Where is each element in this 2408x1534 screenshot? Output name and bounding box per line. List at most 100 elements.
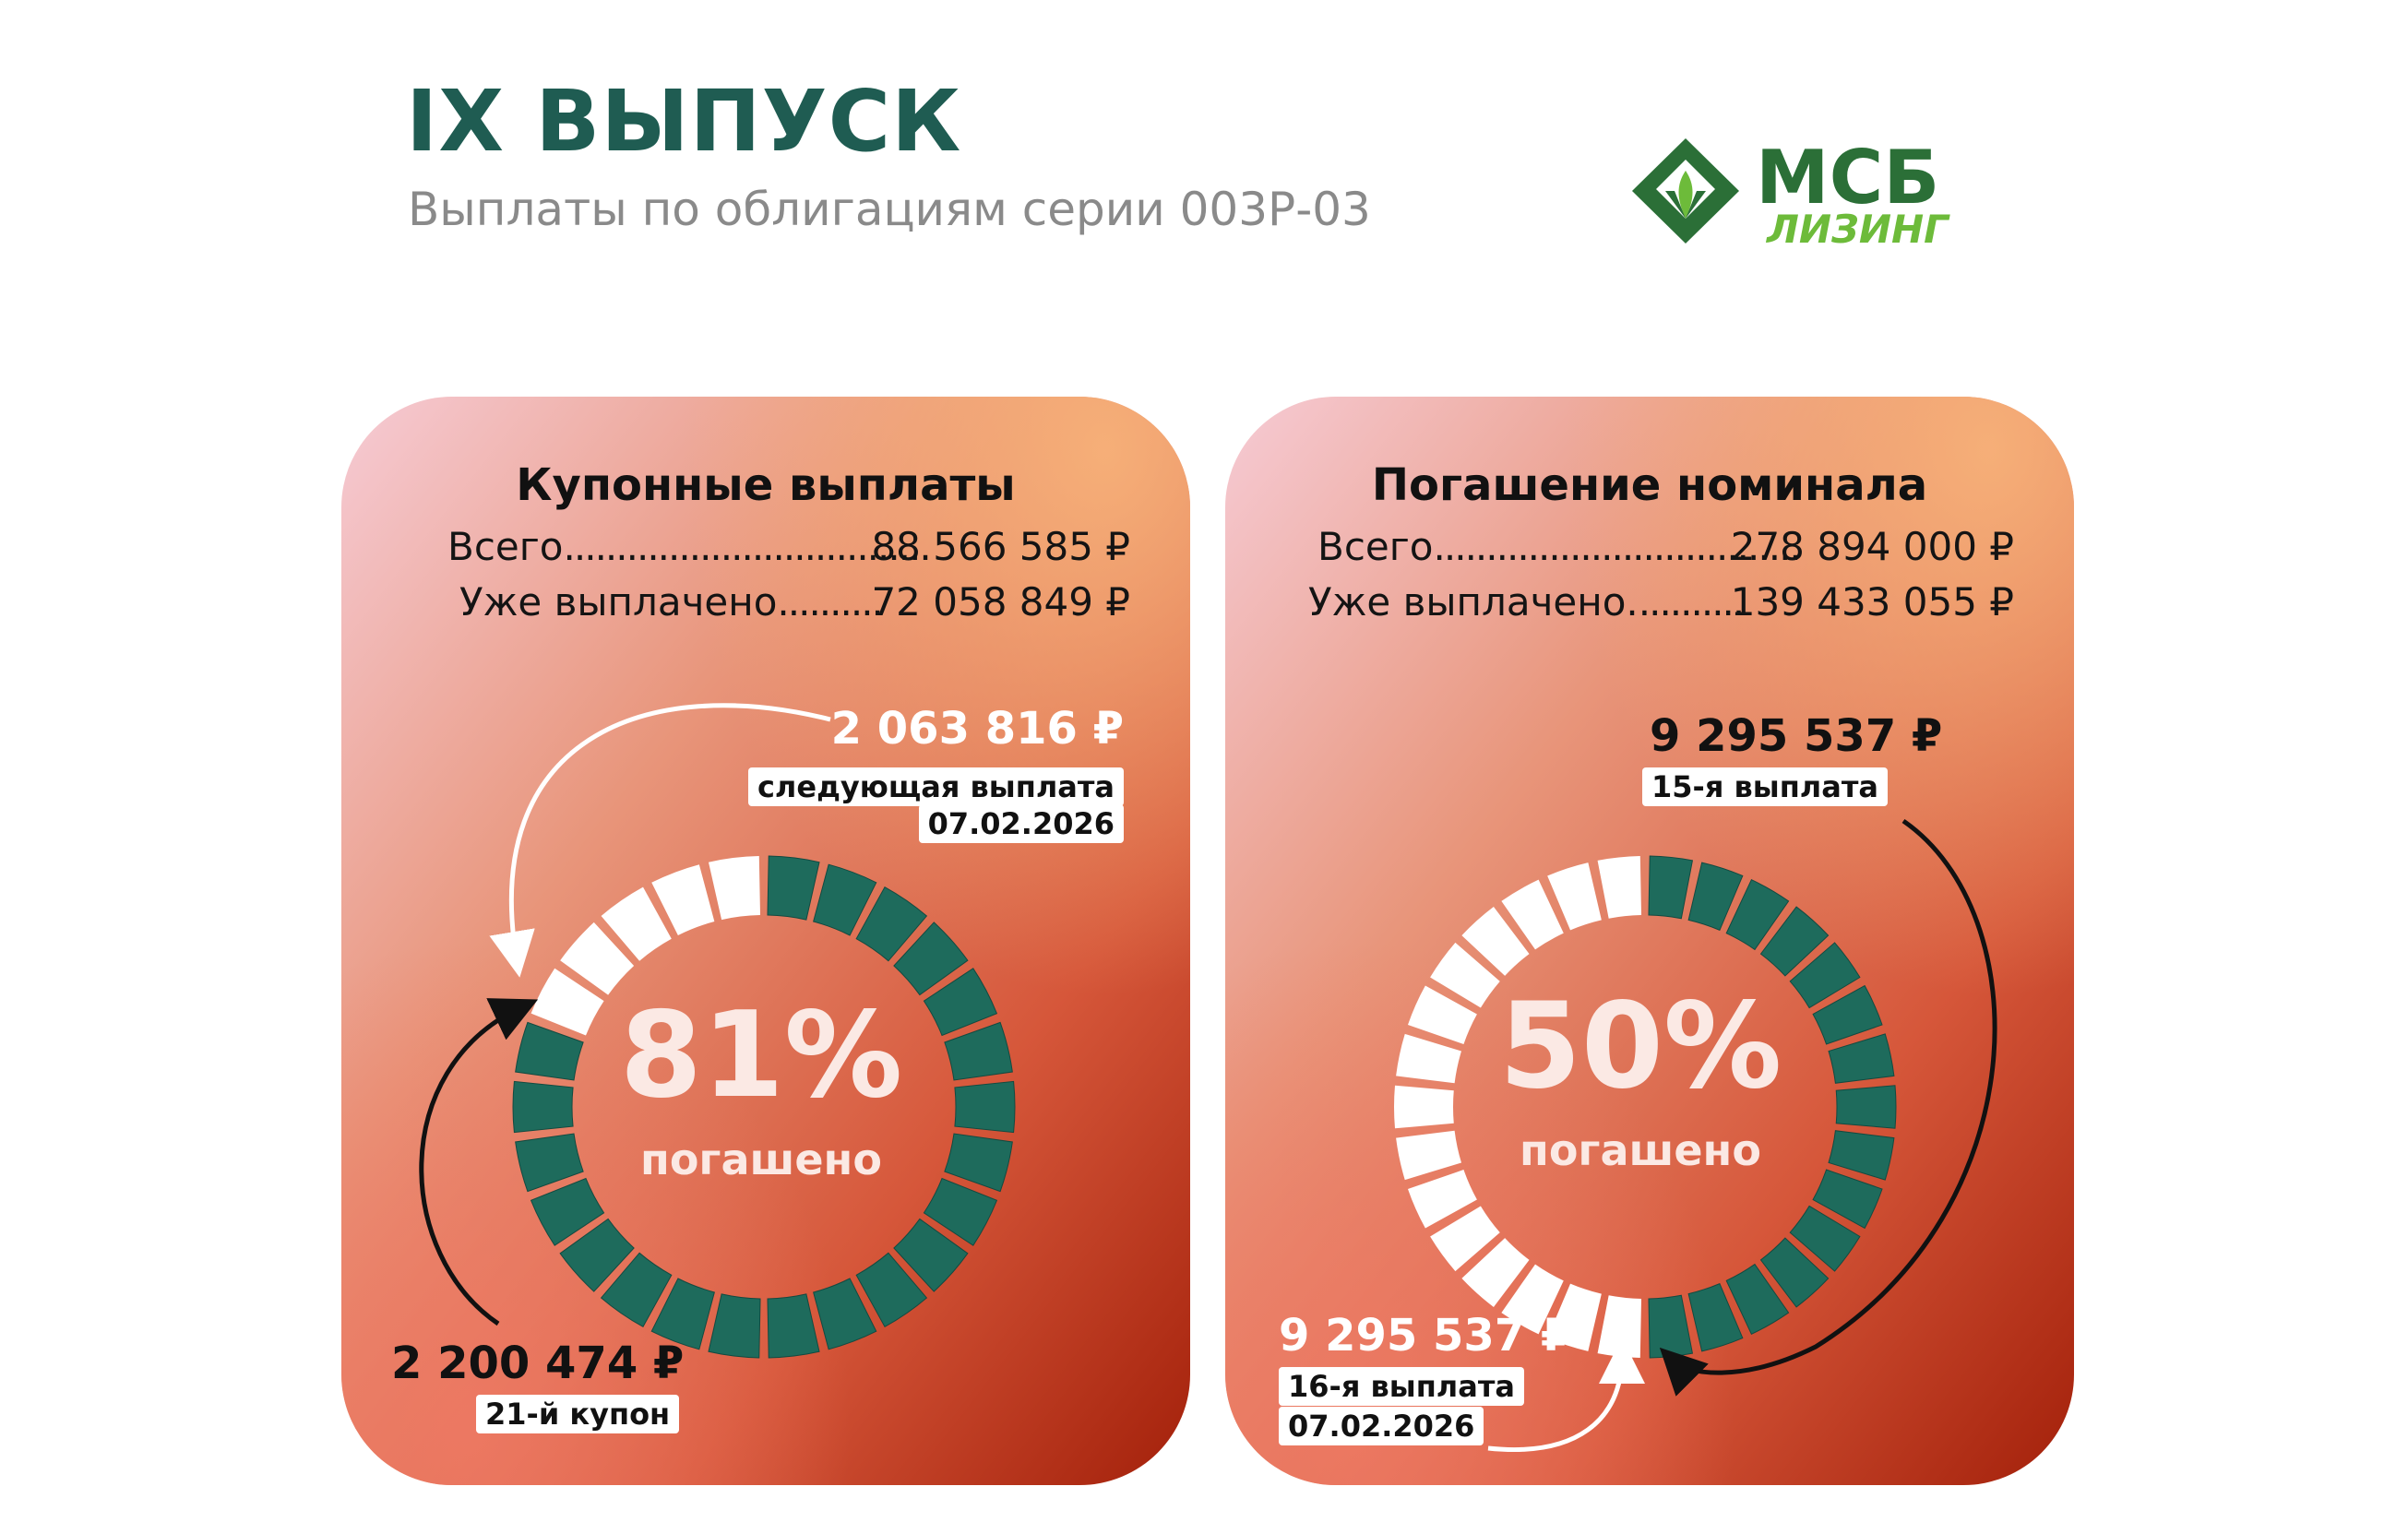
coupon-last-tag: 21-й купон [476,1395,680,1433]
coupon-segment-paid [515,1133,584,1193]
coupon-segment-paid [767,855,820,921]
coupon-segment-paid [855,1252,928,1328]
nominal-bottom-tag: 16-я выплата [1279,1367,1524,1406]
coupon-segment-unpaid [601,886,672,961]
coupon-segment-paid [944,1133,1013,1193]
nominal-paid-value: 139 433 055 ₽ [1730,579,2014,624]
card-background [1225,397,2074,1485]
company-logo: МСБ ЛИЗИНГ [1632,135,1950,249]
nominal-paid-dots: .......... [1638,579,1746,624]
page-title: IX ВЫПУСК [406,72,962,171]
coupon-segment-paid [954,1080,1016,1134]
nominal-bottom-amount: 9 295 537 ₽ [1279,1310,1572,1362]
coupon-last-amount: 2 200 474 ₽ [391,1338,685,1389]
nominal-progress-ring [1394,855,1897,1359]
coupon-segment-paid [855,886,928,962]
coupon-segment-paid [923,1177,998,1246]
nominal-segment-unpaid [1547,862,1602,931]
nominal-segment-unpaid [1407,985,1477,1044]
nominal-segment-unpaid [1501,879,1564,950]
nominal-segment-paid [1789,942,1861,1009]
nominal-segment-paid [1812,984,1883,1045]
coupon-segment-paid [650,1278,715,1350]
nominal-segment-unpaid [1394,1085,1454,1129]
coupon-segment-paid [600,1252,673,1328]
coupon-segment-unpaid [530,968,604,1036]
leaf-diamond-icon [1632,138,1739,244]
logo-text-sub: ЛИЗИНГ [1765,207,1950,249]
nominal-segment-unpaid [1461,1238,1530,1307]
nominal-percent-label: погашено [1520,1125,1761,1175]
coupon-next-tag: следующая выплата [747,767,1124,806]
page-subtitle: Выплаты по облигациям серии 003Р-03 [408,183,1371,236]
nominal-segment-unpaid [1430,1206,1500,1272]
nominal-paid-row: Уже выплачено........... [1308,579,1746,624]
nominal-segment-unpaid [1407,1170,1477,1229]
coupon-total-dots: ................................... [563,524,932,569]
nominal-segment-paid [1828,1033,1895,1084]
nominal-total-value: 278 894 000 ₽ [1730,524,2014,569]
nominal-segment-unpaid [1430,942,1500,1008]
nominal-segment-paid [1687,1282,1744,1352]
coupon-percent-label: погашено [640,1135,882,1184]
nominal-segment-unpaid [1461,907,1530,976]
coupon-segment-unpaid [708,856,761,921]
coupon-segment-paid [893,1218,969,1292]
coupon-segment-unpaid [651,864,715,936]
nominal-card: Погашение номинала Всего................… [1225,397,2074,1485]
nominal-paid-label: Уже выплачено. [1308,579,1639,624]
nominal-title: Погашение номинала [1371,459,1928,511]
nominal-bottom-date: 07.02.2026 [1279,1407,1484,1445]
nominal-segment-unpaid [1547,1283,1602,1351]
coupon-segment-unpaid [560,922,635,995]
coupon-segment-paid [512,1080,574,1134]
coupon-segment-paid [530,1177,605,1246]
coupon-next-amount: 2 063 816 ₽ [830,703,1124,755]
coupon-total-row: Всего................................... [447,524,932,569]
coupon-segment-paid [767,1293,820,1359]
nominal-segment-paid [1759,906,1830,977]
nominal-percent: 50% [1498,978,1782,1115]
coupon-paid-dots: .......... [777,579,884,624]
nominal-total-label: Всего [1317,524,1434,569]
nominal-total-row: Всего................................... [1317,524,1802,569]
coupon-arrows [419,703,831,1326]
coupon-segment-paid [813,1278,877,1350]
nominal-segment-paid [1828,1130,1895,1181]
coupon-segment-paid [944,1021,1013,1081]
coupon-total-value: 88 566 585 ₽ [871,524,1130,569]
nominal-segment-paid [1687,862,1744,932]
nominal-segment-paid [1648,855,1694,920]
coupon-segment-paid [559,1218,635,1292]
coupon-title: Купонные выплаты [516,459,1016,511]
last-payment-arrow [419,998,539,1326]
nominal-top-amount: 9 295 537 ₽ [1650,710,1943,762]
nominal-segment-paid [1725,1263,1790,1335]
coupon-card: Купонные выплаты Всего..................… [341,397,1190,1485]
nominal-segment-unpaid [1501,1264,1564,1335]
coupon-segment-paid [923,968,998,1037]
nominal-segment-paid [1812,1169,1883,1230]
nominal-segment-unpaid [1396,1033,1461,1084]
nominal-segment-paid [1789,1205,1861,1272]
nominal-segment-unpaid [1396,1130,1461,1181]
next-payment-arrow [1487,1338,1645,1452]
coupon-percent: 81% [619,987,903,1124]
nominal-segment-paid [1759,1237,1830,1308]
logo-text-main: МСБ [1756,135,1939,220]
next-payment-arrow [489,703,831,978]
nominal-segment-paid [1835,1085,1897,1129]
coupon-segment-paid [708,1293,761,1359]
coupon-segment-paid [813,863,877,936]
card-background [341,397,1190,1485]
coupon-segment-paid [893,922,969,996]
nominal-segment-unpaid [1597,856,1642,919]
coupon-paid-value: 72 058 849 ₽ [871,579,1130,624]
coupon-next-date: 07.02.2026 [918,804,1124,843]
nominal-arrows [1487,818,1997,1452]
coupon-paid-row: Уже выплачено.......... [459,579,884,624]
nominal-top-tag: 15-я выплата [1642,767,1888,806]
coupon-total-label: Всего [447,524,564,569]
paid-payment-arrow [1659,818,1997,1397]
nominal-total-dots: ................................... [1433,524,1802,569]
